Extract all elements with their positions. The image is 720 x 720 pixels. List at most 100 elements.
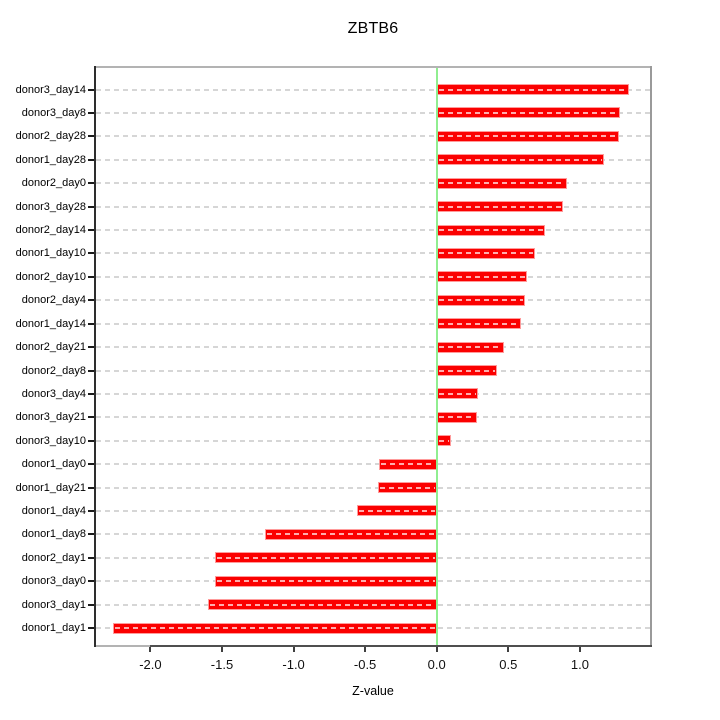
bar-dash-pattern <box>438 275 525 278</box>
plot-frame-top <box>94 66 652 68</box>
bar-donor1_day0 <box>379 458 437 470</box>
x-axis-tick-label: 1.0 <box>570 657 589 672</box>
y-axis-label-donor1_day4: donor1_day4 <box>21 504 86 517</box>
gridline <box>96 205 650 208</box>
gridline <box>96 416 650 419</box>
x-axis-tick <box>292 646 295 652</box>
bar-dash-pattern <box>438 416 475 419</box>
y-axis-tick <box>88 416 96 419</box>
y-axis-label-donor3_day21: donor3_day21 <box>15 411 86 424</box>
bar-dash-pattern <box>438 322 520 325</box>
y-axis-tick <box>88 111 96 114</box>
zero-reference-line <box>435 68 438 645</box>
y-axis-label-donor1_day1: donor1_day1 <box>21 622 86 634</box>
bar-dash-pattern <box>438 369 495 372</box>
y-axis-label-donor3_day8: donor3_day8 <box>21 106 86 119</box>
y-axis-tick <box>88 392 96 395</box>
y-axis-label-donor2_day1: donor2_day1 <box>21 551 86 564</box>
y-axis-tick <box>88 158 96 161</box>
gridline <box>96 182 650 185</box>
y-axis-tick <box>88 486 96 489</box>
gridline <box>96 322 650 325</box>
bar-donor1_day28 <box>436 154 605 166</box>
y-axis-label-donor2_day4: donor2_day4 <box>21 294 86 307</box>
bar-donor2_day21 <box>436 341 504 353</box>
bar-donor3_day28 <box>436 201 563 213</box>
bar-dash-pattern <box>438 439 450 442</box>
bar-donor1_day21 <box>378 482 437 493</box>
bar-donor1_day4 <box>356 505 437 517</box>
bar-donor2_day10 <box>436 271 527 283</box>
bar-dash-pattern <box>438 88 627 91</box>
y-axis-tick <box>88 603 96 606</box>
y-axis-label-donor1_day28: donor1_day28 <box>15 153 86 166</box>
y-axis-tick <box>88 88 96 91</box>
bar-donor3_day10 <box>436 435 452 447</box>
y-axis-tick <box>88 533 96 536</box>
bar-dash-pattern <box>438 392 477 395</box>
bar-donor2_day8 <box>436 365 497 376</box>
y-axis-line <box>94 66 96 647</box>
bar-dash-pattern <box>381 463 435 466</box>
bar-donor3_day21 <box>436 411 477 423</box>
bar-dash-pattern <box>438 346 502 348</box>
x-axis-tick-label: -1.0 <box>282 657 305 672</box>
bar-donor2_day0 <box>436 177 567 189</box>
x-axis-tick-label: 0.0 <box>427 657 446 672</box>
x-axis-title: Z-value <box>352 684 394 698</box>
gridline <box>96 299 650 302</box>
y-axis-label-donor1_day0: donor1_day0 <box>21 458 86 471</box>
bar-dash-pattern <box>266 533 435 536</box>
x-axis-tick <box>507 646 510 652</box>
x-axis-line <box>150 645 652 647</box>
bar-donor1_day14 <box>436 318 522 330</box>
bar-dash-pattern <box>380 486 435 489</box>
x-axis-tick-label: -2.0 <box>139 657 162 672</box>
y-axis-label-donor2_day28: donor2_day28 <box>15 130 86 143</box>
x-axis-tick <box>435 646 438 652</box>
x-axis-tick <box>578 646 581 652</box>
bar-dash-pattern <box>216 580 435 583</box>
chart-title: ZBTB6 <box>347 20 399 37</box>
gridline <box>96 346 650 348</box>
y-axis-label-donor1_day10: donor1_day10 <box>15 247 86 260</box>
bar-donor1_day8 <box>264 528 437 540</box>
y-axis-tick <box>88 182 96 185</box>
y-axis-tick <box>88 229 96 231</box>
gridline <box>96 158 650 161</box>
y-axis-tick <box>88 322 96 325</box>
y-axis-tick <box>88 369 96 372</box>
bar-dash-pattern <box>115 627 435 629</box>
gridline <box>96 229 650 231</box>
y-axis-tick <box>88 205 96 208</box>
gridline <box>96 88 650 91</box>
y-axis-tick <box>88 439 96 442</box>
gridline <box>96 486 650 489</box>
y-axis-label-donor3_day28: donor3_day28 <box>15 200 86 213</box>
y-axis-tick <box>88 135 96 138</box>
bar-dash-pattern <box>438 111 618 114</box>
y-axis-label-donor3_day4: donor3_day4 <box>21 387 86 400</box>
gridline <box>96 392 650 395</box>
y-axis-label-donor1_day8: donor1_day8 <box>21 528 86 541</box>
y-axis-tick <box>88 346 96 348</box>
bar-dash-pattern <box>438 205 561 208</box>
bar-donor3_day0 <box>214 575 437 587</box>
gridline <box>96 463 650 466</box>
bar-dash-pattern <box>438 299 524 302</box>
y-axis-label-donor1_day21: donor1_day21 <box>15 481 86 494</box>
x-axis-tick-label: -1.5 <box>210 657 234 672</box>
bar-donor2_day28 <box>436 130 619 142</box>
plot-area <box>94 66 652 647</box>
bar-dash-pattern <box>209 603 435 606</box>
bar-dash-pattern <box>438 158 603 161</box>
bar-donor3_day14 <box>436 84 629 95</box>
y-axis-tick <box>88 299 96 302</box>
bar-dash-pattern <box>438 229 544 231</box>
bar-dash-pattern <box>358 509 435 512</box>
plot-frame-right <box>650 66 652 647</box>
bar-dash-pattern <box>438 252 534 255</box>
bar-dash-pattern <box>438 182 565 185</box>
x-axis-tick <box>149 646 152 652</box>
